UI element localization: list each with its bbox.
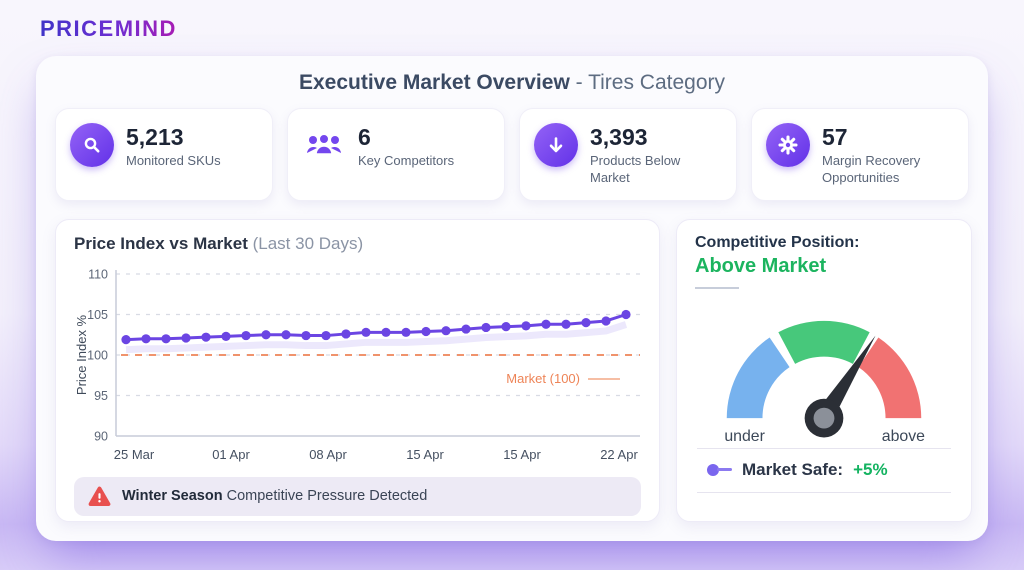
stat-card-monitored-skus: 5,213 Monitored SKUs: [55, 108, 273, 201]
chart-title: Price Index vs Market (Last 30 Days): [74, 234, 641, 254]
gauge-segment-safe: [778, 320, 870, 364]
alert-text-rest: Competitive Pressure Detected: [222, 488, 428, 505]
page-title-category: - Tires Category: [569, 71, 726, 94]
gear-icon: [766, 123, 810, 167]
svg-text:25 Mar: 25 Mar: [114, 447, 155, 462]
warning-icon: [88, 486, 111, 507]
gauge-needle-hub-center: [813, 407, 835, 429]
svg-text:22 Apr: 22 Apr: [600, 447, 638, 462]
alert-text-bold: Winter Season: [122, 488, 223, 505]
svg-text:95: 95: [94, 389, 108, 403]
page-title-main: Executive Market Overview: [298, 71, 570, 94]
competitive-position-title: Competitive Position:: [695, 233, 860, 251]
svg-text:08 Apr: 08 Apr: [309, 447, 347, 462]
status-divider: [695, 286, 739, 289]
stat-card-margin-recovery: 57 Margin Recovery Opportunities: [751, 108, 969, 201]
competitive-position-gauge: under above: [724, 320, 925, 445]
svg-text:Market (100): Market (100): [506, 371, 580, 386]
stat-label: Key Competitors: [358, 153, 455, 169]
market-safe-legend: Market Safe: +5%: [695, 449, 953, 492]
stat-value: 57: [822, 124, 848, 150]
price-index-chart-panel: Price Index vs Market (Last 30 Days) 90 9…: [55, 218, 660, 522]
stat-card-key-competitors: 6 Key Competitors: [287, 108, 505, 201]
gauge-segment-under: [726, 337, 790, 419]
search-icon: [70, 123, 114, 167]
svg-text:15 Apr: 15 Apr: [406, 447, 444, 462]
stat-value: 5,213: [126, 124, 184, 150]
legend-divider-top: [697, 447, 951, 449]
stat-label: Products Below Market: [590, 153, 681, 185]
legend-marker-icon: [707, 463, 732, 476]
svg-text:110: 110: [88, 267, 108, 281]
svg-text:Price Index %: Price Index %: [74, 314, 89, 395]
gauge-segment-above: [858, 337, 922, 419]
gauge-wrap: under above: [695, 291, 953, 448]
svg-text:15 Apr: 15 Apr: [503, 447, 541, 462]
stat-value: 3,393: [590, 124, 648, 150]
gauge-label-above: above: [882, 428, 925, 445]
legend-divider-bottom: [697, 491, 951, 493]
gauge-label-under: under: [724, 428, 765, 445]
svg-text:100: 100: [87, 348, 108, 362]
competitive-position-panel: Competitive Position: Above Market under…: [676, 218, 972, 522]
arrow-down-icon: [534, 123, 578, 167]
legend-label: Market Safe:: [742, 459, 844, 479]
competitive-position-status: Above Market: [695, 254, 827, 277]
alert-text: Winter Season Competitive Pressure Detec…: [122, 488, 427, 504]
alert-banner: Winter Season Competitive Pressure Detec…: [74, 476, 641, 516]
dashboard-card: Executive Market Overview - Tires Catego…: [36, 56, 988, 541]
price-index-line-chart: 90 95 100 105 110 Market (100) 25 Mar 01 Apr 08 …: [74, 267, 640, 462]
users-icon: [302, 123, 346, 167]
brand-logo: PRICEMIND: [40, 16, 177, 41]
stat-card-products-below-market: 3,393 Products Below Market: [519, 108, 737, 201]
chart-title-main: Price Index vs Market: [74, 233, 248, 253]
svg-text:01 Apr: 01 Apr: [212, 447, 250, 462]
chart-title-range: (Last 30 Days): [247, 233, 364, 253]
stat-label: Monitored SKUs: [126, 153, 221, 169]
page-title: Executive Market Overview - Tires Catego…: [55, 71, 969, 95]
legend-value: +5%: [853, 459, 888, 479]
stat-label: Margin Recovery Opportunities: [822, 153, 921, 185]
svg-text:105: 105: [87, 308, 108, 322]
stat-value: 6: [358, 124, 371, 150]
content-row: Price Index vs Market (Last 30 Days) 90 9…: [55, 218, 972, 522]
svg-text:90: 90: [94, 429, 108, 443]
stats-row: 5,213 Monitored SKUs 6 Key Competitors: [55, 108, 969, 201]
